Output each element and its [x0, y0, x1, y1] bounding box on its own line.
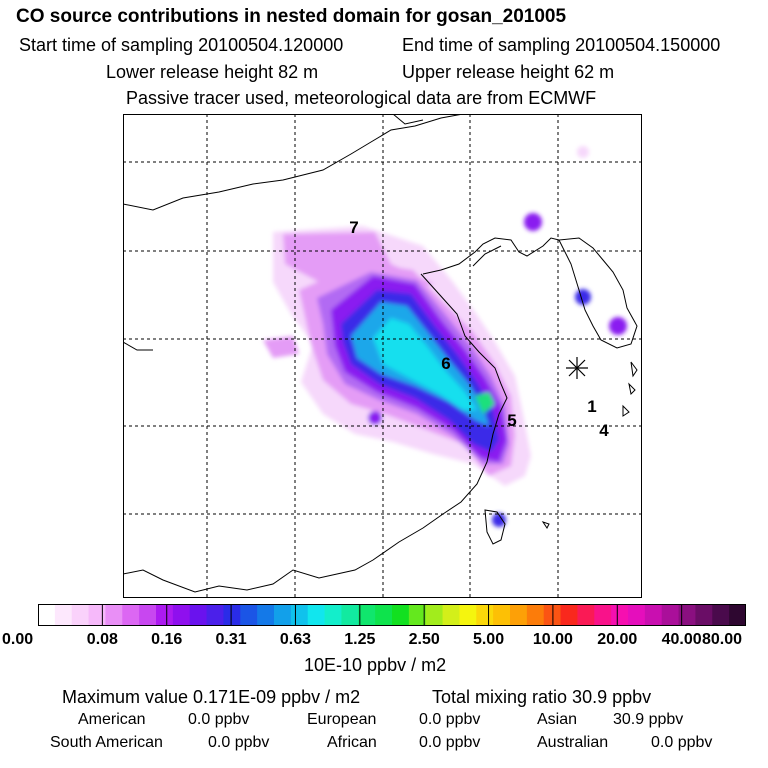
colorbar-tick-label: 2.50 [408, 631, 440, 648]
colorbar-cell [510, 604, 528, 626]
plume-green-spot [475, 392, 495, 414]
colorbar-cell [358, 604, 376, 626]
region-value-american: 0.0 ppbv [188, 711, 250, 728]
colorbar-cell [324, 604, 343, 626]
colorbar-cell [105, 604, 123, 626]
plume-low-patch-west [263, 336, 299, 358]
colorbar-tick-label: 5.00 [472, 631, 505, 648]
concentration-field [263, 146, 627, 527]
hotspot-taiwan [492, 513, 506, 527]
region-value-european: 0.0 ppbv [419, 711, 481, 728]
colorbar-cell [425, 604, 444, 626]
colorbar-tick-label: 0.63 [279, 631, 312, 648]
receptor-marker-gosan [566, 357, 588, 379]
colorbar-cell [493, 604, 511, 626]
hotspot-east-sea [577, 146, 589, 158]
colorbar-tick-label: 0.31 [215, 631, 247, 648]
region-name-asian: Asian [537, 711, 578, 728]
region-name-european: European [307, 711, 377, 728]
marker-label-4: 4 [599, 421, 609, 440]
colorbar-cell [189, 604, 208, 626]
colorbar-cell [240, 604, 258, 626]
colorbar-cell [139, 604, 157, 626]
colorbar-cell [156, 604, 174, 626]
colorbar-cell [476, 604, 494, 626]
colorbar-cell [594, 604, 612, 626]
lat-lon-grid [123, 114, 642, 598]
colorbar-tick-label: 20.00 [597, 631, 638, 648]
region-name-south-american: South American [50, 734, 163, 751]
region-value-african: 0.0 ppbv [419, 734, 481, 751]
plot-title: CO source contributions in nested domain… [16, 6, 567, 27]
map-panel: 7 6 5 1 4 [123, 114, 642, 598]
marker-label-7: 7 [349, 218, 358, 237]
region-name-australian: Australian [537, 734, 609, 751]
colorbar-cell [223, 604, 241, 626]
colorbar-cell [695, 604, 713, 626]
colorbar-cell [459, 604, 477, 626]
colorbar-tick-label: 80.00 [702, 631, 743, 648]
colorbar-cell [88, 604, 107, 626]
colorbar-cell [341, 604, 359, 626]
colorbar-cell [442, 604, 461, 626]
map-frame [123, 114, 642, 598]
colorbar-tick-label: 0.16 [151, 631, 183, 648]
colorbar-cell [644, 604, 663, 626]
region-value-south-american: 0.0 ppbv [208, 734, 270, 751]
hotspot-inland [368, 411, 382, 425]
colorbar-cell [611, 604, 629, 626]
colorbar-cell [712, 604, 730, 626]
marker-label-5: 5 [507, 411, 516, 430]
colorbar-cell [257, 604, 275, 626]
region-value-asian: 30.9 ppbv [613, 711, 684, 728]
coastlines [123, 114, 638, 593]
colorbar-cell [577, 604, 595, 626]
colorbar-cell [678, 604, 697, 626]
marker-label-6: 6 [441, 354, 450, 373]
max-value-label: Maximum value 0.171E-09 ppbv / m2 [62, 687, 361, 707]
end-time-label: End time of sampling 20100504.150000 [402, 35, 721, 55]
region-name-american: American [78, 711, 146, 728]
tracer-note: Passive tracer used, meteorological data… [126, 88, 597, 108]
hotspot-korea-north [524, 213, 542, 231]
colorbar-cell [560, 604, 579, 626]
region-value-australian: 0.0 ppbv [651, 734, 713, 751]
lower-release-label: Lower release height 82 m [106, 62, 319, 82]
colorbar-tick-label: 0.00 [2, 631, 34, 648]
marker-label-1: 1 [587, 397, 596, 416]
colorbar-cell [38, 604, 56, 626]
colorbar-unit: 10E-10 ppbv / m2 [304, 655, 447, 675]
start-time-label: Start time of sampling 20100504.120000 [19, 35, 344, 55]
colorbar-cell [307, 604, 326, 626]
colorbar-cell [729, 604, 746, 626]
colorbar-tick-label: 40.00 [661, 631, 702, 648]
hotspot-korea-west [575, 289, 591, 305]
total-mixing-label: Total mixing ratio 30.9 ppbv [432, 687, 652, 707]
colorbar-cell [408, 604, 427, 626]
colorbar-cell [206, 604, 225, 626]
colorbar-cell [628, 604, 646, 626]
plume-cyan [373, 318, 477, 410]
hotspot-korea-south [609, 317, 627, 335]
colorbar-cell [172, 604, 191, 626]
colorbar-cell [661, 604, 680, 626]
upper-release-label: Upper release height 62 m [402, 62, 615, 82]
colorbar-cell [71, 604, 90, 626]
colorbar [38, 604, 746, 626]
colorbar-cell [392, 604, 410, 626]
colorbar-cell [274, 604, 292, 626]
colorbar-tick-label: 10.00 [532, 631, 573, 648]
colorbar-cell [54, 604, 73, 626]
colorbar-tick-label: 0.08 [86, 631, 118, 648]
colorbar-tick-label: 1.25 [344, 631, 376, 648]
colorbar-cell [122, 604, 140, 626]
colorbar-cell [526, 604, 545, 626]
colorbar-cell [290, 604, 309, 626]
colorbar-cell [375, 604, 393, 626]
region-name-african: African [327, 734, 377, 751]
